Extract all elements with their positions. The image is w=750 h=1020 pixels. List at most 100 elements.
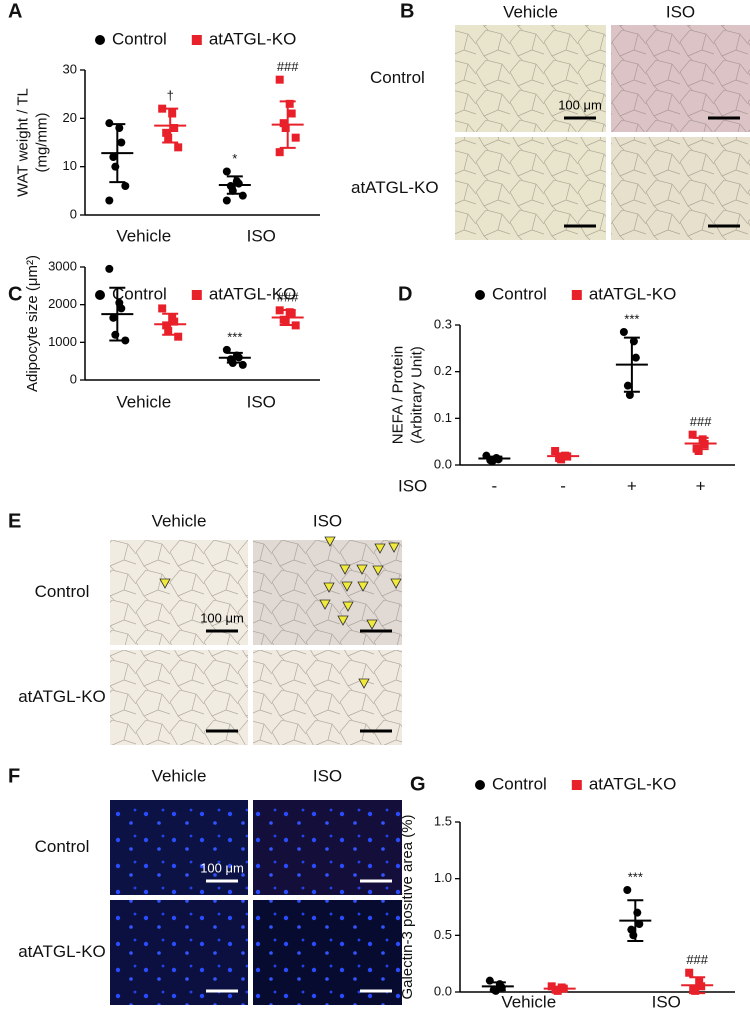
y-tick-label: 0.1 — [434, 410, 452, 425]
arrowhead — [372, 565, 384, 576]
x-tick-label: ISO — [247, 226, 276, 245]
y-tick-label: 2000 — [48, 296, 77, 311]
micrograph-texture — [110, 540, 248, 645]
data-point — [162, 128, 171, 137]
data-point — [170, 317, 179, 326]
data-point — [691, 986, 700, 995]
micrograph-texture — [253, 650, 402, 745]
y-axis-label: (mg/mm) — [33, 113, 50, 173]
data-point — [281, 317, 290, 326]
significance-label: *** — [628, 869, 643, 884]
data-point — [291, 133, 300, 142]
arrowhead — [319, 599, 331, 610]
arrowhead — [342, 601, 354, 612]
column-label: ISO — [666, 2, 695, 21]
legend-label: Control — [112, 284, 167, 303]
data-point — [688, 430, 697, 439]
data-point — [117, 138, 126, 147]
data-point — [168, 109, 177, 118]
legend-marker — [475, 780, 485, 790]
arrowhead — [324, 536, 336, 547]
legend-marker — [475, 290, 485, 300]
micrograph-texture — [455, 137, 606, 240]
y-tick-label: 0.5 — [434, 927, 452, 942]
y-tick-label: 30 — [63, 61, 77, 76]
significance-label: ### — [690, 414, 712, 429]
x-tick-label: - — [560, 476, 566, 495]
significance-label: ### — [277, 59, 299, 74]
data-point — [164, 133, 173, 142]
y-tick-label: 10 — [63, 158, 77, 173]
x-tick-label: Vehicle — [501, 992, 556, 1011]
legend-marker — [95, 35, 105, 45]
arrowhead — [323, 582, 335, 593]
data-point — [117, 304, 126, 313]
row-label: Control — [35, 582, 90, 601]
x-tick-label: Vehicle — [116, 226, 171, 245]
data-point — [281, 124, 290, 132]
y-tick-label: 0.3 — [434, 316, 452, 331]
legend-marker — [571, 780, 582, 790]
y-axis-label: Galectin-3 positive area (%) — [399, 814, 416, 999]
panel-letter: F — [8, 765, 20, 787]
data-point — [164, 327, 173, 336]
data-point — [485, 976, 494, 985]
data-point — [222, 345, 231, 354]
micrograph-texture — [253, 540, 402, 645]
arrowhead — [358, 678, 370, 689]
y-axis-label: (Arbitrary Unit) — [408, 346, 425, 444]
data-point — [625, 391, 634, 399]
arrowhead — [339, 564, 351, 575]
data-point — [121, 182, 130, 190]
significance-label: ### — [686, 952, 708, 967]
y-tick-label: 0 — [70, 371, 77, 386]
data-point — [694, 447, 703, 455]
row-label: Control — [35, 837, 90, 856]
y-tick-label: 3000 — [48, 258, 77, 273]
data-point — [158, 304, 167, 313]
y-tick-label: 20 — [63, 110, 77, 125]
panel-letter: A — [8, 0, 22, 22]
significance-label: † — [167, 88, 174, 103]
row-label: atATGL-KO — [18, 942, 106, 961]
data-point — [222, 167, 231, 176]
arrowhead — [390, 578, 402, 589]
column-label: Vehicle — [503, 2, 558, 21]
x-tick-label: + — [627, 476, 637, 495]
legend-label: Control — [492, 774, 547, 793]
data-point — [698, 435, 707, 444]
data-point — [234, 179, 243, 188]
data-point — [162, 321, 171, 330]
legend-label: Control — [492, 284, 547, 303]
legend-label: atATGL-KO — [589, 284, 677, 303]
scale-label: 100 μm — [200, 610, 244, 625]
x-tick-label: + — [696, 476, 706, 495]
micrograph-texture — [611, 137, 750, 240]
y-tick-label: 1.0 — [434, 870, 452, 885]
significance-label: *** — [227, 329, 242, 344]
row-label: Control — [370, 68, 425, 87]
y-tick-label: 0 — [70, 206, 77, 221]
arrowhead — [374, 543, 386, 554]
data-point — [275, 148, 284, 157]
data-point — [222, 196, 231, 205]
x-tick-label: ISO — [247, 392, 276, 411]
data-point — [170, 124, 179, 132]
data-point — [174, 332, 183, 341]
legend-marker — [191, 290, 202, 300]
data-point — [623, 381, 632, 390]
data-point — [697, 982, 706, 991]
micrograph-texture — [110, 650, 248, 745]
arrowhead — [356, 564, 368, 575]
x-tick-label: - — [492, 476, 498, 495]
data-point — [105, 264, 114, 273]
y-tick-label: 1000 — [48, 334, 77, 349]
legend-label: Control — [112, 29, 167, 48]
row-label: atATGL-KO — [18, 687, 106, 706]
arrowhead — [341, 581, 353, 592]
arrowhead — [337, 615, 349, 626]
panel-letter: B — [400, 0, 414, 22]
scale-label: 100 μm — [558, 97, 602, 112]
y-axis-label: NEFA / Protein — [389, 346, 406, 444]
